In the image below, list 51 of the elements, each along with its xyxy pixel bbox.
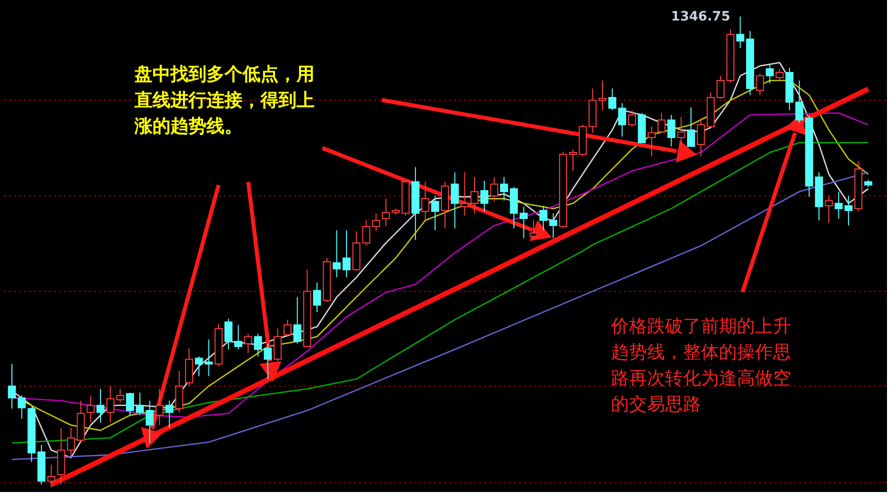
candlestick [47,464,56,488]
candlestick [568,148,577,172]
candlestick [756,72,764,96]
candlestick [86,394,95,423]
candlestick [776,68,784,82]
candlestick [342,230,351,278]
candlestick [234,324,242,350]
candlestick [844,195,853,226]
candlestick [185,348,194,387]
candlestick [96,388,104,423]
candlestick [254,333,262,357]
candlestick [283,319,292,338]
candlestick [716,75,725,99]
candlestick [264,343,272,380]
candlestick [648,126,656,157]
candlestick [490,176,498,202]
annotation: 盘中找到多个低点，用直线进行连接，得到上涨的趋势线。 [134,64,315,137]
candlestick [244,333,252,354]
candlestick [274,328,282,362]
candlestick [687,106,696,147]
candlestick [224,318,232,350]
candlestick [175,370,184,413]
candlestick [824,195,833,224]
candlestick [677,116,686,147]
candlestick [156,388,164,426]
candlestick [500,176,508,202]
candlestick [628,110,636,128]
candlestick [126,392,134,416]
candlestick [470,176,479,214]
candlestick [165,400,174,428]
candlestick [667,114,676,147]
candlestick [332,230,341,278]
annotation: 价格跌破了前期的上升趋势线，整体的操作思路再次转化为逢高做空的交易思路 [610,316,792,415]
candlestick [293,296,302,344]
candlestick [66,427,75,458]
candlestick [431,195,440,231]
candlestick [382,198,390,227]
candlestick [766,63,774,84]
candlestick [530,220,538,239]
candlestick [372,212,380,232]
candlestick [313,282,322,313]
candlestick [194,356,203,377]
candlestick [450,172,459,229]
candlestick [204,338,213,377]
candlestick [834,191,843,219]
candlestick [460,172,469,216]
candlestick [480,180,488,212]
annotation: 1346.75 [671,9,730,24]
candlestick [598,80,606,111]
candlestick [658,112,666,134]
candlestick [421,181,430,221]
